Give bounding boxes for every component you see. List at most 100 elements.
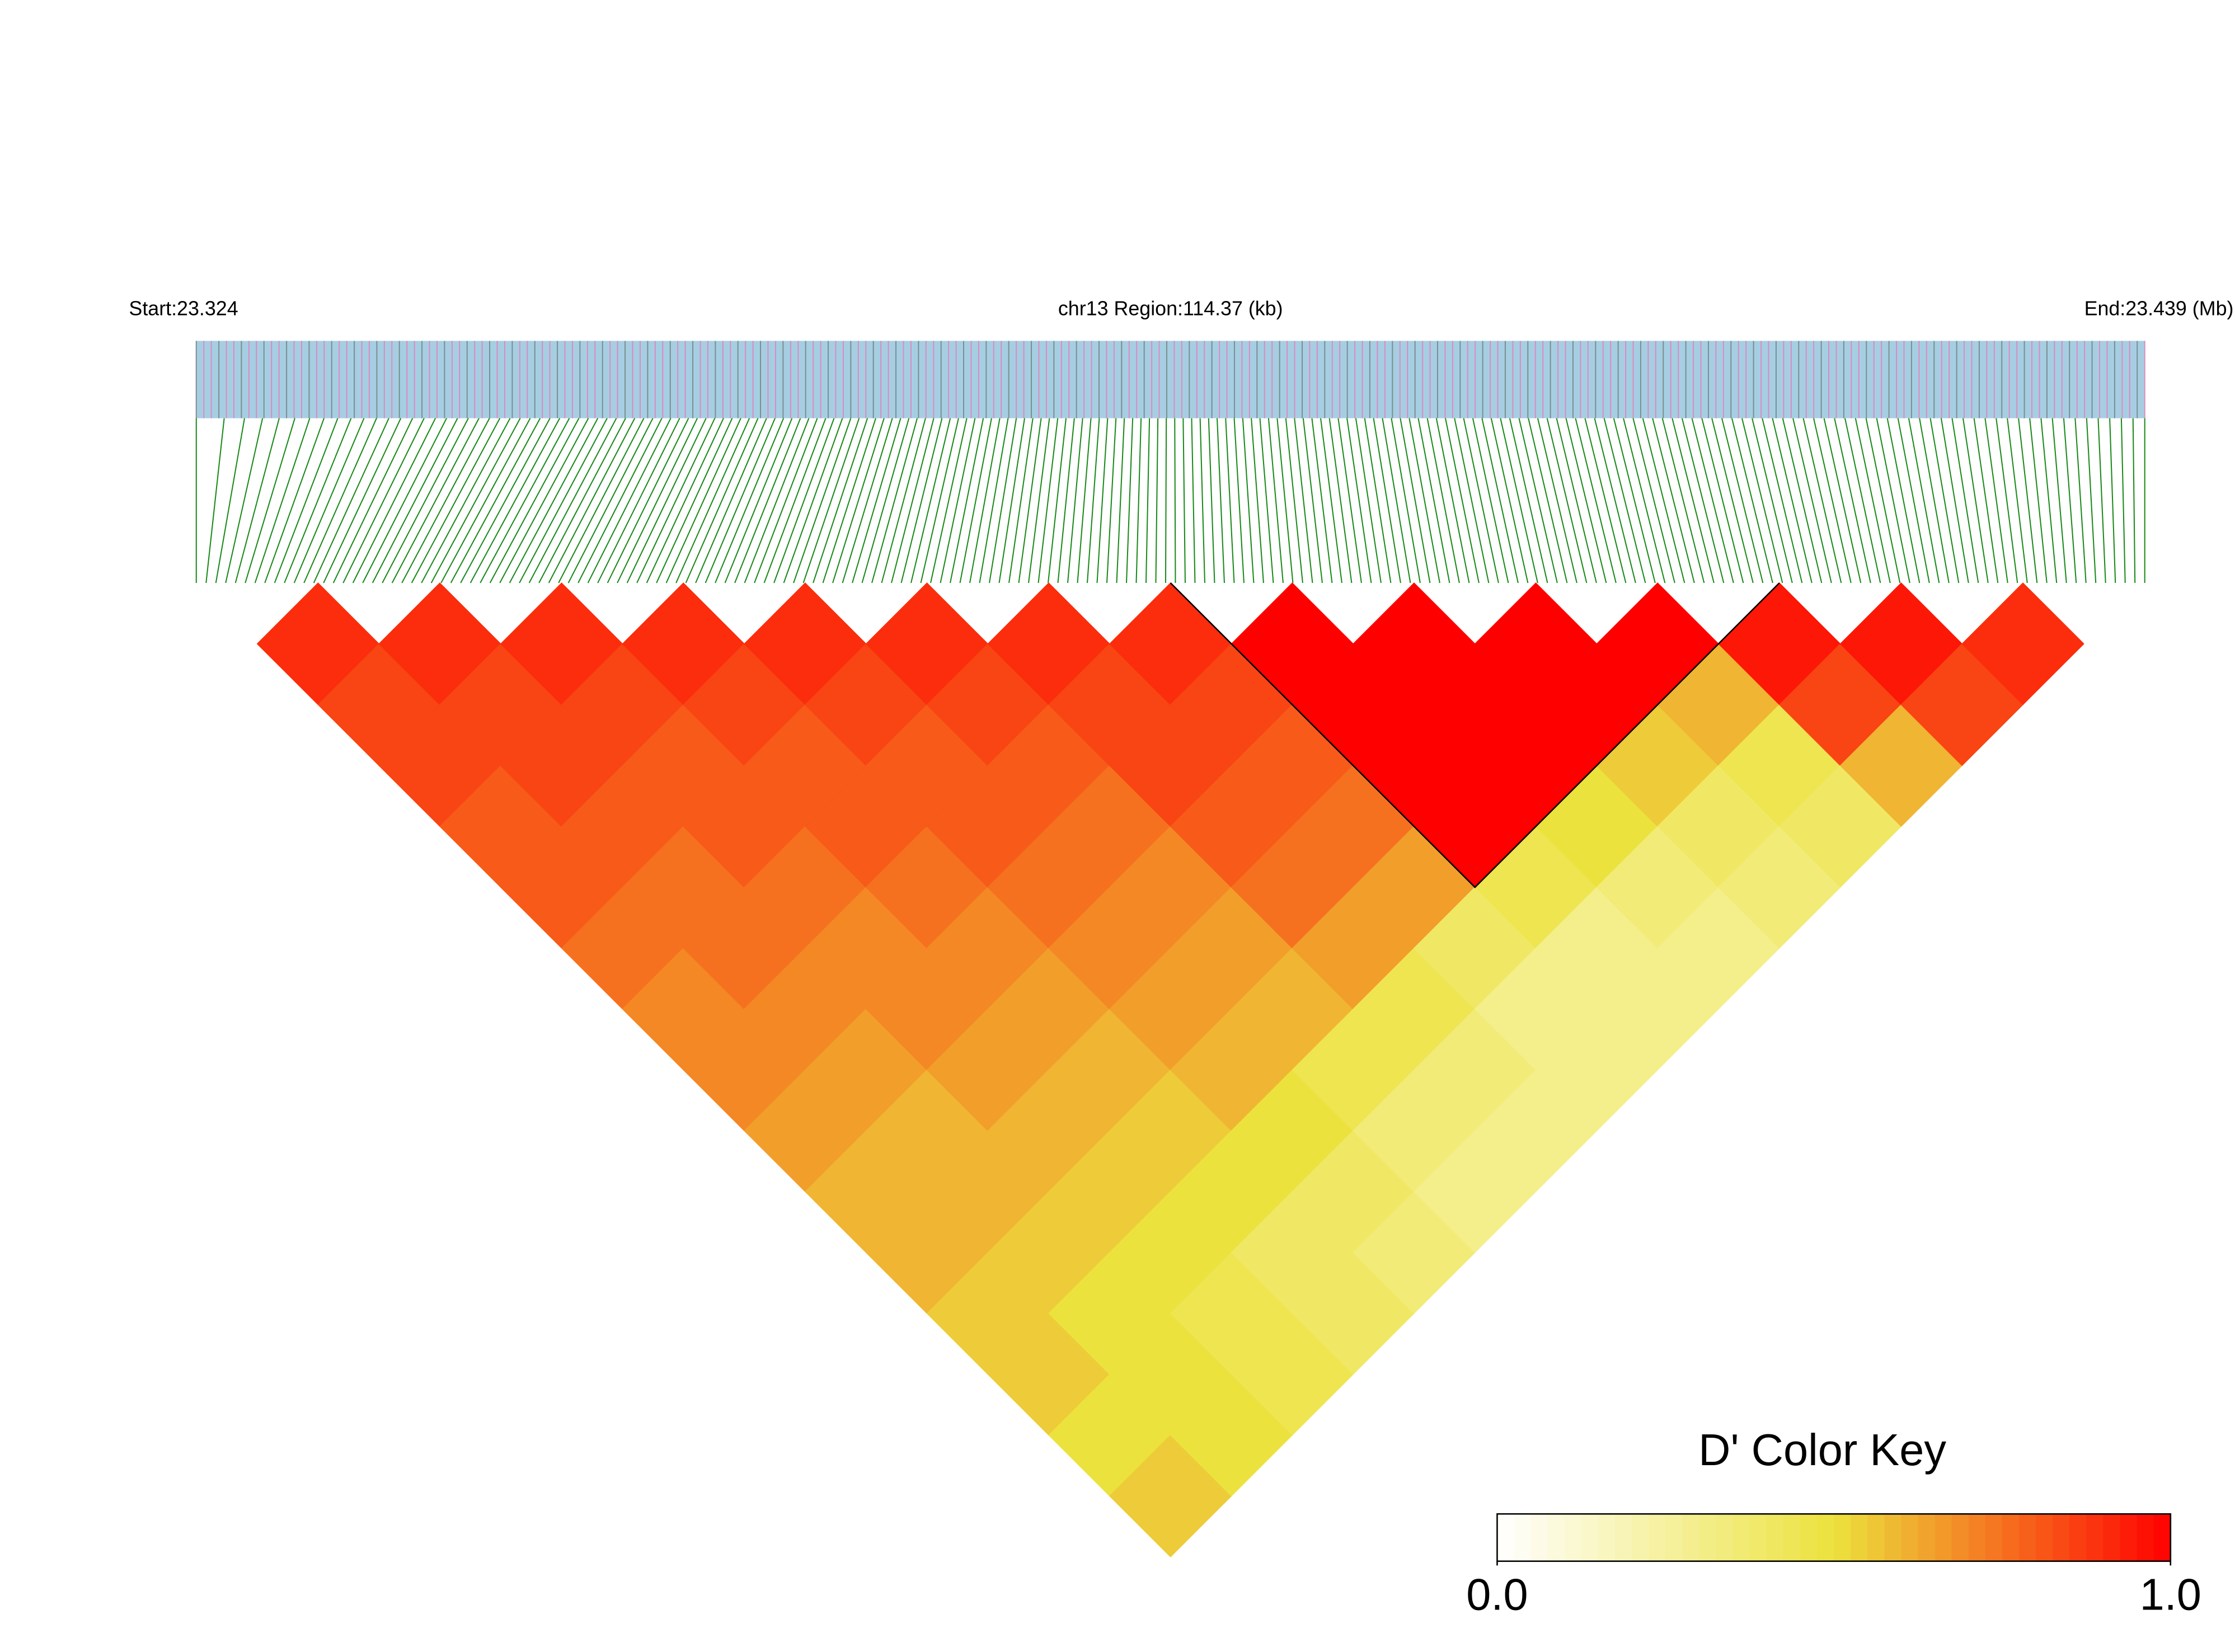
snp-connector [1294, 418, 1313, 583]
snp-connector [1762, 418, 1803, 583]
snp-connector [1199, 418, 1205, 583]
snp-connector [2132, 418, 2136, 583]
snp-connector [910, 418, 951, 583]
snp-connector [401, 418, 490, 583]
key-swatch [2120, 1514, 2138, 1561]
snp-connector [2063, 418, 2077, 583]
snp-connector [460, 418, 551, 583]
snp-connector [1008, 418, 1034, 583]
snp-connector [1328, 418, 1353, 583]
snp-connector [1391, 418, 1421, 583]
snp-connector [1463, 418, 1499, 583]
key-swatch [1935, 1514, 1952, 1561]
key-swatch [1968, 1514, 1987, 1561]
snp-connector [1623, 418, 1666, 583]
key-swatch [1581, 1514, 1599, 1561]
key-tick-label: 1.0 [2140, 1570, 2201, 1620]
snp-connector [313, 418, 389, 583]
snp-connector [1096, 418, 1109, 583]
snp-connector [1813, 418, 1852, 583]
snp-connector [842, 418, 893, 583]
snp-connector [489, 418, 580, 583]
snp-connector [861, 418, 910, 583]
key-swatch [1951, 1514, 1970, 1561]
snp-connector [979, 418, 1009, 583]
snp-connector [342, 418, 425, 583]
snp-connector [1435, 418, 1470, 583]
snp-connector [499, 418, 589, 583]
snp-connector [1116, 418, 1125, 583]
snp-connector [1373, 418, 1401, 583]
snp-connector [1233, 418, 1245, 583]
snp-connector [1037, 418, 1059, 583]
snp-connector [1940, 418, 1969, 583]
snp-connector [1613, 418, 1656, 583]
snp-connector [274, 418, 339, 583]
snp-connector [254, 418, 311, 583]
snp-connector [724, 418, 793, 583]
snp-connector [1481, 418, 1519, 583]
snp-connector [577, 418, 663, 583]
snp-connector [665, 418, 741, 583]
snp-connector [969, 418, 1001, 583]
snp-connector [1603, 418, 1646, 583]
snp-connector [1320, 418, 1342, 583]
key-tick-label: 0.0 [1466, 1570, 1528, 1620]
snp-connector [1594, 418, 1636, 583]
key-swatch [1716, 1514, 1734, 1561]
snp-connector [646, 418, 724, 583]
key-swatch [1564, 1514, 1583, 1561]
snp-connector [793, 418, 852, 583]
snp-connector [959, 418, 992, 583]
snp-connector [284, 418, 352, 583]
snp-connector [1537, 418, 1577, 583]
snp-connector [685, 418, 759, 583]
snp-connector [1217, 418, 1225, 583]
snp-connector [332, 418, 414, 583]
key-swatch [1783, 1514, 1801, 1561]
snp-connector [2029, 418, 2048, 583]
snp-connector [1285, 418, 1303, 583]
snp-connector [1251, 418, 1264, 583]
snp-connector [1642, 418, 1685, 583]
snp-connector [773, 418, 835, 583]
snp-connector [1454, 418, 1490, 583]
snp-connector [1057, 418, 1075, 583]
snp-connector [2086, 418, 2097, 583]
snp-connector [1632, 418, 1675, 583]
snp-connector [2051, 418, 2067, 583]
snp-connector [234, 418, 280, 583]
key-swatch [1530, 1514, 1548, 1561]
snp-connector [1445, 418, 1480, 583]
key-swatch [1732, 1514, 1750, 1561]
key-swatch [1682, 1514, 1700, 1561]
snp-connector [1741, 418, 1783, 583]
key-swatch [1867, 1514, 1885, 1561]
snp-connector [1565, 418, 1607, 583]
key-swatch [1497, 1514, 1515, 1561]
snp-connector [303, 418, 377, 583]
snp-connector [548, 418, 636, 583]
snp-connector [1302, 418, 1323, 583]
ld-block [1170, 582, 1780, 888]
key-swatch [1800, 1514, 1818, 1561]
snp-connector [802, 418, 860, 583]
snp-connector [656, 418, 733, 583]
key-swatch [1547, 1514, 1566, 1561]
heatmap [256, 582, 2084, 1557]
snp-connector [1125, 418, 1134, 583]
snp-connector [1145, 418, 1151, 583]
snp-connector [617, 418, 698, 583]
snp-connector [1701, 418, 1744, 583]
snp-connector [1364, 418, 1392, 583]
snp-connector [2120, 418, 2126, 583]
snp-connector [509, 418, 599, 583]
snp-connector [1802, 418, 1842, 583]
snp-connector [1897, 418, 1930, 583]
snp-connector [1106, 418, 1117, 583]
snp-connector [1752, 418, 1793, 583]
snp-connector [940, 418, 976, 583]
key-swatch [1834, 1514, 1852, 1561]
key-swatch [1699, 1514, 1717, 1561]
snp-connector [1337, 418, 1362, 583]
